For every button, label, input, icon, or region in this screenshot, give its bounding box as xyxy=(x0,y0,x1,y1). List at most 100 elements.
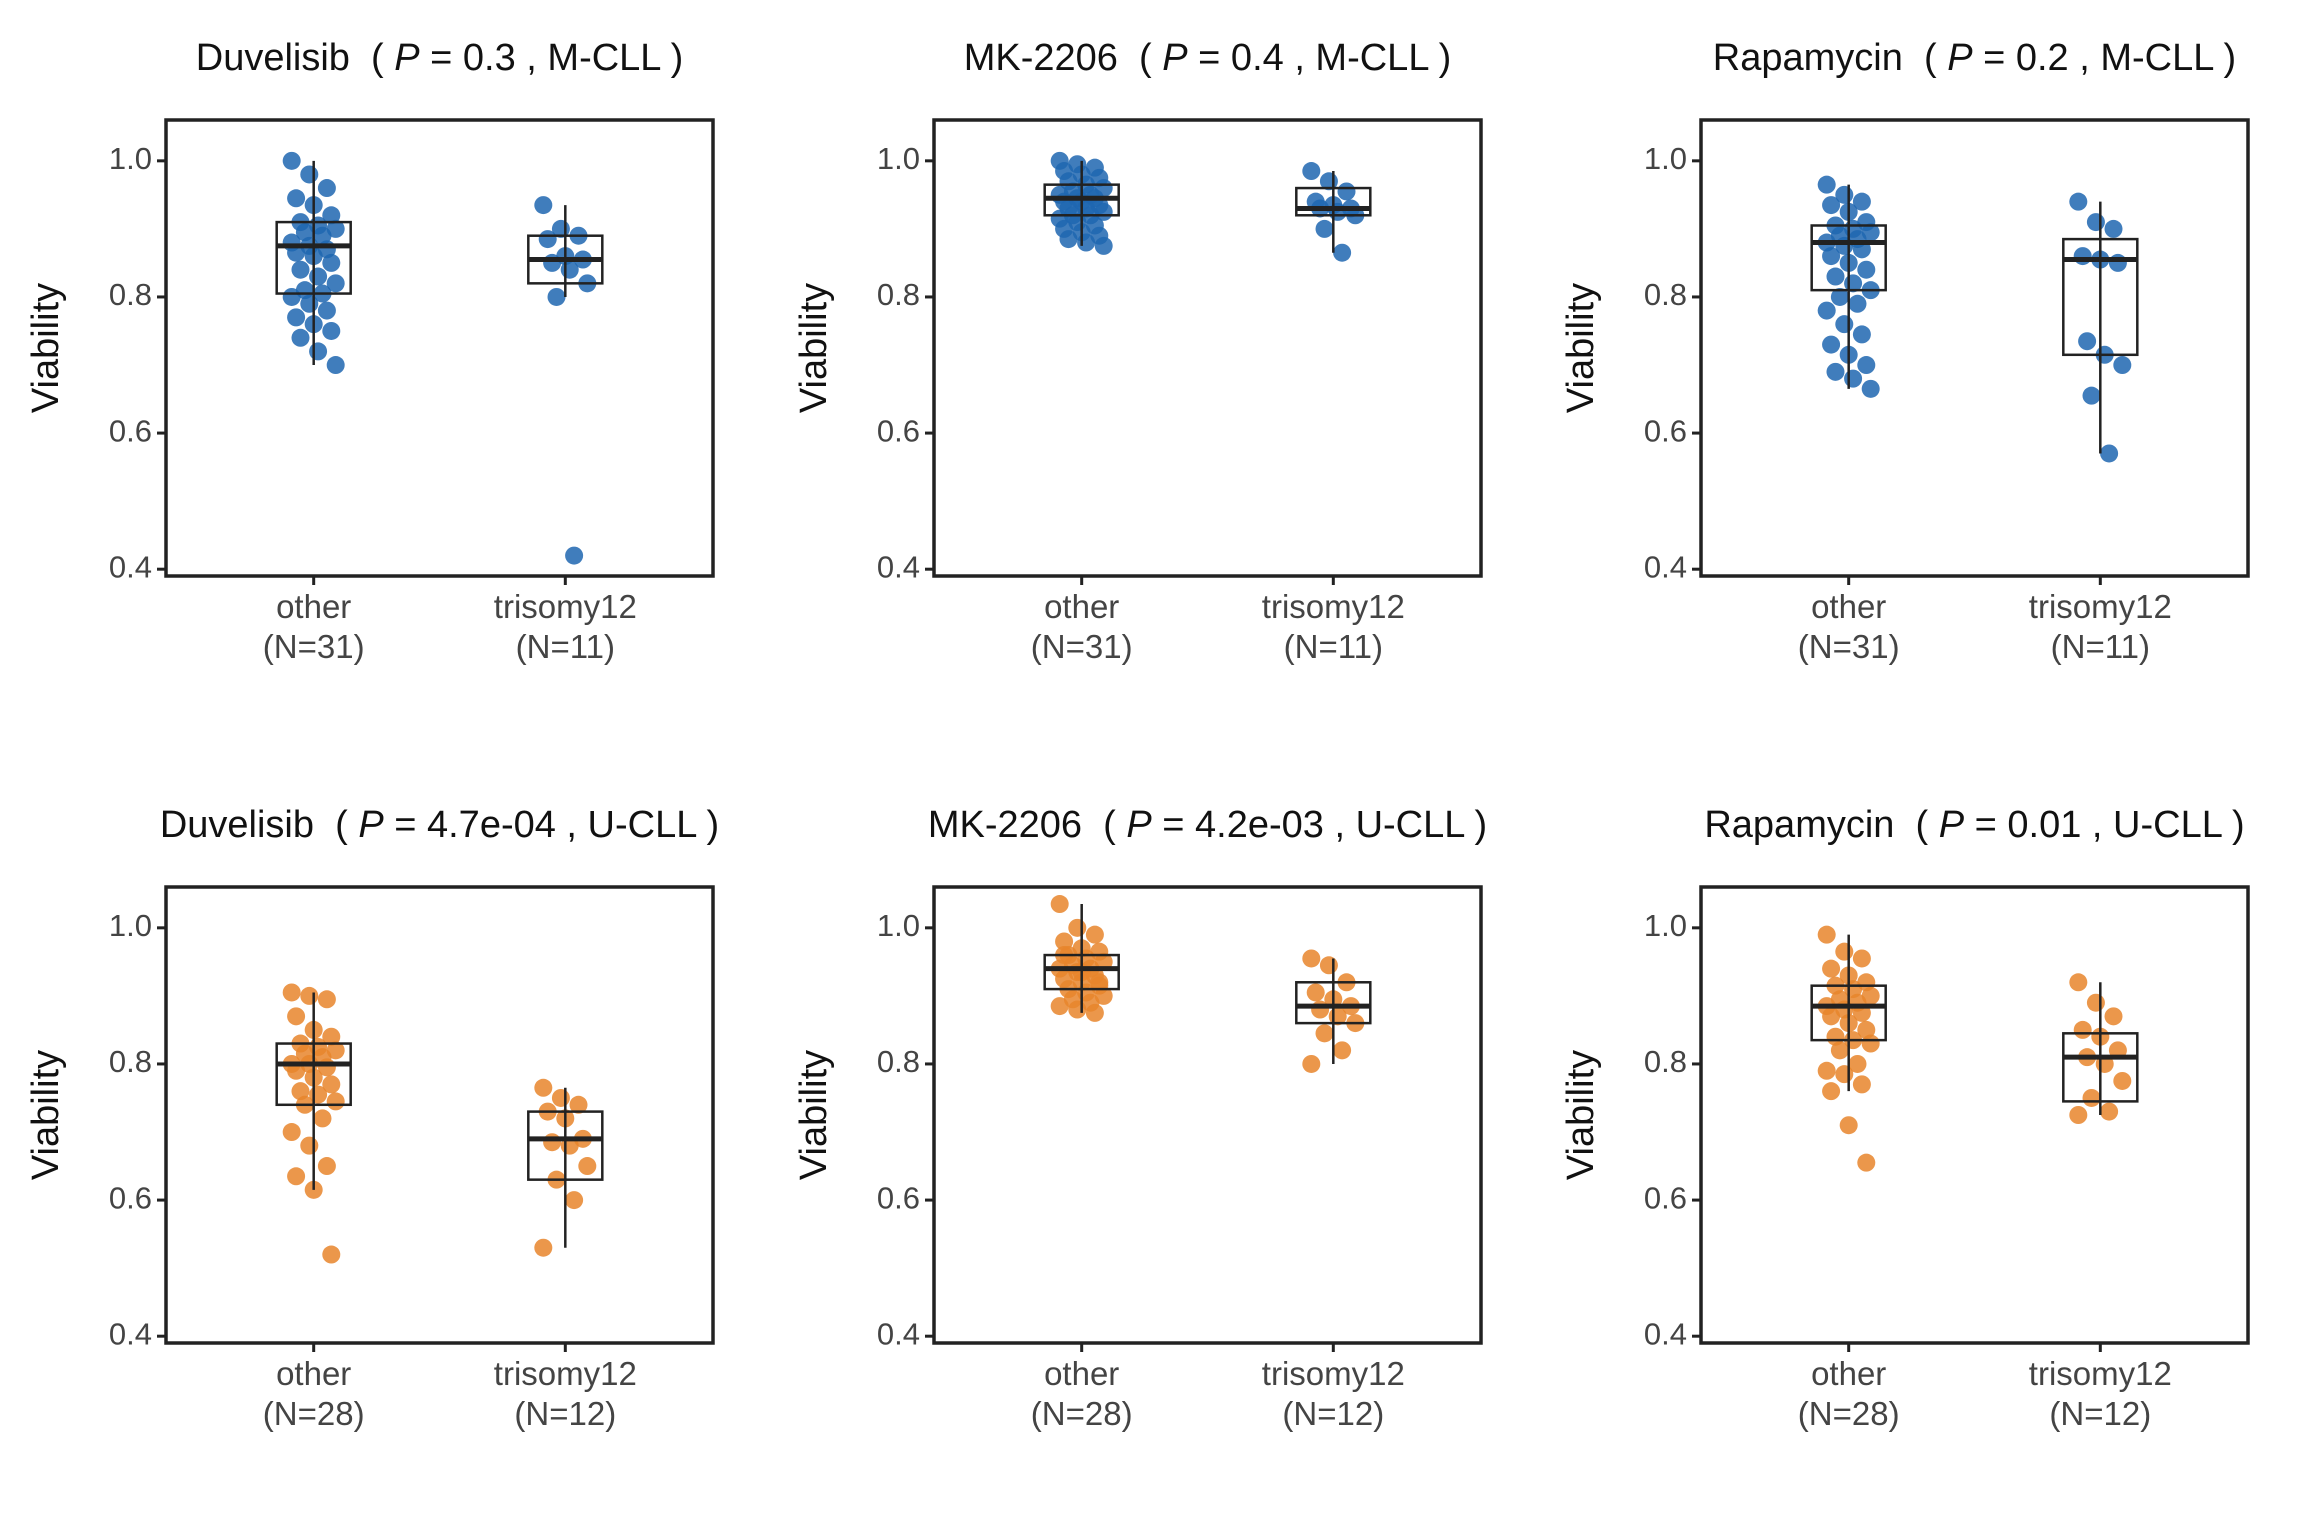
data-point xyxy=(2086,213,2105,232)
panel: Duvelisib ( P = 0.3 , M-CLL ) Viability 0.… xyxy=(25,37,715,665)
panel: MK-2206 ( P = 4.2e-03 , U-CLL ) Viability… xyxy=(793,804,1487,1432)
y-axis-label: Viability xyxy=(25,283,67,413)
y-axis-label: Viability xyxy=(793,283,835,413)
y-tick-label: 0.4 xyxy=(877,1316,920,1351)
data-point xyxy=(2113,356,2132,375)
title-part: P xyxy=(394,37,420,79)
data-point xyxy=(2082,386,2101,405)
data-point xyxy=(551,1088,570,1107)
y-tick-label: 0.6 xyxy=(1644,413,1687,448)
x-tick-label: trisomy12 xyxy=(1262,1355,1405,1392)
y-tick-label: 0.8 xyxy=(109,277,152,312)
box xyxy=(527,1110,604,1181)
x-tick-count: (N=28) xyxy=(263,1395,365,1432)
x-tick-count: (N=31) xyxy=(263,628,365,665)
title-part: P xyxy=(358,804,384,846)
data-point xyxy=(322,1075,341,1094)
data-point xyxy=(1077,233,1096,252)
y-axis-label: Viability xyxy=(793,1050,835,1180)
data-point xyxy=(1844,369,1863,388)
title-part: P xyxy=(1947,37,1973,79)
data-point xyxy=(1857,260,1876,279)
data-point xyxy=(2100,444,2119,463)
y-tick-label: 1.0 xyxy=(877,908,920,943)
y-axis-label: Viability xyxy=(25,1050,67,1180)
box xyxy=(1295,186,1372,217)
y-tick-label: 1.0 xyxy=(109,908,152,943)
x-tick-label: trisomy12 xyxy=(494,588,637,625)
data-point xyxy=(1822,959,1841,978)
data-point xyxy=(326,274,345,293)
data-point xyxy=(560,260,579,279)
data-point xyxy=(1315,1024,1334,1043)
data-point xyxy=(287,189,306,208)
title-part: MK-2206 ( xyxy=(964,37,1163,79)
x-tick-label: other xyxy=(1811,588,1886,625)
panel-title: MK-2206 ( P = 0.4 , M-CLL ) xyxy=(964,37,1452,79)
data-point xyxy=(1835,942,1854,961)
y-tick-label: 0.6 xyxy=(877,1180,920,1215)
y-tick-label: 0.8 xyxy=(109,1044,152,1079)
title-part: Rapamycin ( xyxy=(1713,37,1947,79)
data-point xyxy=(1861,1034,1880,1053)
data-point xyxy=(1306,983,1325,1002)
data-point xyxy=(322,206,341,225)
data-point xyxy=(534,1078,553,1097)
plot-frame xyxy=(1699,885,2250,1345)
data-point xyxy=(1302,949,1321,968)
data-point xyxy=(1848,294,1867,313)
y-axis-label: Viability xyxy=(1560,1050,1602,1180)
panel-title: MK-2206 ( P = 4.2e-03 , U-CLL ) xyxy=(928,804,1487,846)
data-point xyxy=(1055,932,1074,951)
data-point xyxy=(291,328,310,347)
plot-frame xyxy=(1699,118,2250,578)
data-point xyxy=(2073,1020,2092,1039)
y-tick-label: 0.4 xyxy=(109,1316,152,1351)
data-point xyxy=(300,1136,319,1155)
data-point xyxy=(326,356,345,375)
data-point xyxy=(300,165,319,184)
data-point xyxy=(2069,192,2088,211)
data-point xyxy=(1835,315,1854,334)
data-point xyxy=(1333,1041,1352,1060)
title-part: = 0.2 , M-CLL ) xyxy=(1973,37,2237,79)
y-tick-label: 0.6 xyxy=(109,1180,152,1215)
title-part: P xyxy=(1162,37,1188,79)
data-point xyxy=(1050,895,1069,914)
x-tick-label: trisomy12 xyxy=(2029,588,2172,625)
data-point xyxy=(309,342,328,361)
data-point xyxy=(1861,986,1880,1005)
title-part: MK-2206 ( xyxy=(928,804,1127,846)
y-tick-label: 1.0 xyxy=(109,141,152,176)
data-point xyxy=(2113,1071,2132,1090)
data-point xyxy=(1848,1054,1867,1073)
data-point xyxy=(534,196,553,215)
x-tick-count: (N=12) xyxy=(514,1395,616,1432)
data-point xyxy=(2069,973,2088,992)
y-tick-label: 0.8 xyxy=(877,277,920,312)
title-part: = 4.7e-04 , U-CLL ) xyxy=(384,804,719,846)
data-point xyxy=(2100,1102,2119,1121)
panel: MK-2206 ( P = 0.4 , M-CLL ) Viability 0.4 0… xyxy=(793,37,1483,665)
data-point xyxy=(2104,1007,2123,1026)
x-tick-label: other xyxy=(276,1355,351,1392)
x-tick-count: (N=12) xyxy=(1282,1395,1384,1432)
data-point xyxy=(2104,219,2123,238)
x-tick-count: (N=11) xyxy=(516,628,615,665)
data-point xyxy=(300,294,319,313)
data-point xyxy=(578,1157,597,1176)
data-point xyxy=(326,1041,345,1060)
x-tick-count: (N=31) xyxy=(1031,628,1133,665)
data-point xyxy=(569,1095,588,1114)
data-point xyxy=(2069,1106,2088,1124)
panel: Rapamycin ( P = 0.2 , M-CLL ) Viability 0.… xyxy=(1560,37,2250,665)
data-point xyxy=(1822,335,1841,354)
x-tick-label: trisomy12 xyxy=(494,1355,637,1392)
x-tick-label: other xyxy=(1044,588,1119,625)
data-point xyxy=(2082,1088,2101,1107)
data-point xyxy=(1311,1000,1330,1019)
data-point xyxy=(538,230,557,249)
y-tick-label: 0.8 xyxy=(877,1044,920,1079)
y-axis-label: Viability xyxy=(1560,283,1602,413)
